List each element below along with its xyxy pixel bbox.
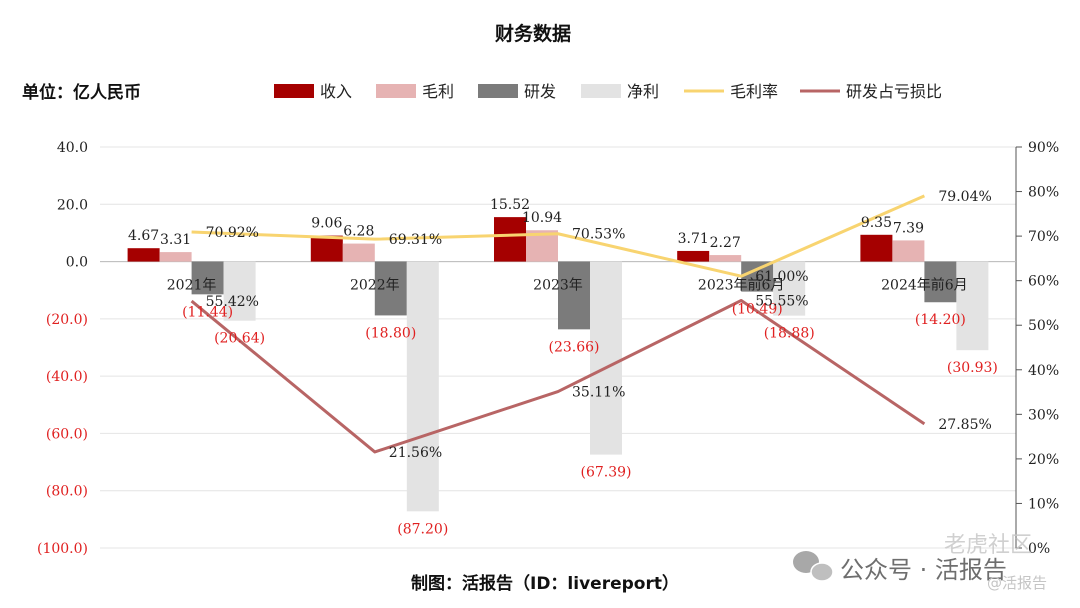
right-tick-label: 70%	[1028, 229, 1059, 245]
data-label: (10.49)	[732, 302, 783, 318]
bar-收入	[860, 234, 893, 262]
bar-研发	[191, 261, 224, 295]
right-tick-label: 50%	[1028, 318, 1059, 334]
bar-净利	[773, 261, 806, 316]
category-label: 2022年	[350, 278, 400, 294]
data-label: 10.94	[522, 210, 562, 226]
legend: 收入 毛利 研发 净利 毛利率 研发占亏损比	[274, 82, 942, 101]
legend-label: 收入	[320, 82, 352, 101]
right-tick-label: 80%	[1028, 185, 1059, 201]
data-label: (18.80)	[365, 325, 416, 341]
data-label: (11.44)	[182, 304, 233, 320]
data-label: 3.71	[678, 231, 709, 247]
data-label: 3.31	[160, 232, 191, 248]
left-tick-label: (100.0)	[37, 541, 88, 557]
bar-毛利	[159, 252, 192, 262]
bar-收入	[127, 248, 160, 262]
left-tick-label: 20.0	[57, 197, 88, 213]
wechat-account: 公众号 · 活报告	[840, 556, 1007, 584]
data-label: (18.88)	[764, 326, 815, 342]
data-label: 2.27	[710, 235, 741, 251]
line-data-label: 35.11%	[572, 385, 625, 401]
line-data-label: 69.31%	[389, 232, 442, 248]
legend-label: 毛利率	[730, 82, 778, 101]
bar-研发	[558, 261, 590, 330]
handle-watermark: @活报告	[987, 574, 1047, 592]
chart-title: 财务数据	[495, 22, 571, 45]
line-data-label: 70.53%	[572, 227, 625, 243]
data-label: (23.66)	[548, 339, 599, 355]
category-label: 2024年前6月	[881, 277, 968, 294]
left-tick-label: (80.0)	[46, 484, 88, 500]
right-tick-label: 20%	[1028, 452, 1059, 468]
bar-毛利	[892, 240, 925, 262]
bar-净利	[590, 261, 622, 455]
line-data-label: 55.42%	[206, 294, 259, 310]
line-data-label: 21.56%	[389, 445, 442, 461]
data-label: 6.28	[343, 224, 374, 240]
credit-text: 制图：活报告（ID：livereport）	[411, 573, 679, 594]
legend-label: 研发占亏损比	[846, 82, 942, 101]
line-data-label: 79.04%	[938, 189, 991, 205]
axes: 40.0 20.0 0.0 (20.0) (40.0) (60.0) (80.0) (100.…	[37, 140, 1059, 557]
line-研发占亏损比	[190, 298, 926, 454]
bar-毛利	[342, 243, 375, 262]
left-tick-label: 0.0	[66, 255, 88, 271]
legend-swatch-收入	[274, 84, 314, 98]
right-tick-label: 0%	[1028, 541, 1050, 557]
unit-label: 单位：亿人民币	[22, 82, 141, 103]
data-label: 9.35	[861, 215, 892, 231]
left-tick-label: (40.0)	[46, 369, 88, 385]
line-data-label: 55.55%	[755, 293, 808, 309]
data-label: 4.67	[128, 228, 159, 244]
bar-收入	[677, 250, 710, 262]
bar-收入	[494, 217, 526, 262]
left-tick-label: 40.0	[57, 140, 88, 156]
data-label: (30.93)	[947, 360, 998, 376]
data-label: 7.39	[893, 220, 924, 236]
legend-swatch-毛利	[376, 84, 416, 98]
line-毛利率	[191, 194, 926, 278]
right-tick-label: 30%	[1028, 407, 1059, 423]
bar-净利	[223, 261, 256, 321]
line-data-label: 27.85%	[938, 417, 991, 433]
wechat-icon	[793, 551, 834, 582]
lines	[190, 194, 926, 454]
bar-研发	[924, 261, 957, 303]
category-label: 2023年	[533, 278, 583, 294]
right-tick-label: 10%	[1028, 496, 1059, 512]
watermark: 公众号 · 活报告 老虎社区 @活报告	[793, 533, 1047, 592]
data-label: (14.20)	[915, 312, 966, 328]
category-label: 2021年	[167, 278, 217, 294]
data-label: (87.20)	[397, 521, 448, 537]
data-label: 9.06	[311, 216, 342, 232]
bars	[127, 217, 989, 512]
legend-label: 净利	[627, 82, 659, 101]
data-label: 15.52	[490, 197, 530, 213]
right-tick-label: 90%	[1028, 140, 1059, 156]
data-labels: 4.67 9.06 15.52 3.71 9.35 3.31 6.28 10.94 2.27 7.…	[128, 189, 998, 538]
bar-研发	[374, 261, 407, 316]
data-label: (20.64)	[214, 331, 265, 347]
left-tick-label: (60.0)	[46, 426, 88, 442]
left-tick-label: (20.0)	[46, 312, 88, 328]
bar-净利	[406, 261, 439, 512]
legend-swatch-研发	[478, 84, 518, 98]
line-data-label: 70.92%	[206, 225, 259, 241]
legend-swatch-净利	[581, 84, 621, 98]
data-label: (67.39)	[580, 465, 631, 481]
legend-label: 研发	[524, 82, 556, 101]
bar-收入	[310, 235, 343, 262]
line-data-label: 61.00%	[755, 269, 808, 285]
legend-label: 毛利	[422, 82, 454, 101]
right-tick-label: 40%	[1028, 363, 1059, 379]
category-label: 2023年前6月	[698, 277, 785, 294]
right-tick-label: 60%	[1028, 274, 1059, 290]
community-watermark: 老虎社区	[944, 533, 1032, 558]
bar-研发	[741, 261, 774, 292]
bar-毛利	[709, 255, 742, 262]
bar-净利	[956, 261, 989, 351]
